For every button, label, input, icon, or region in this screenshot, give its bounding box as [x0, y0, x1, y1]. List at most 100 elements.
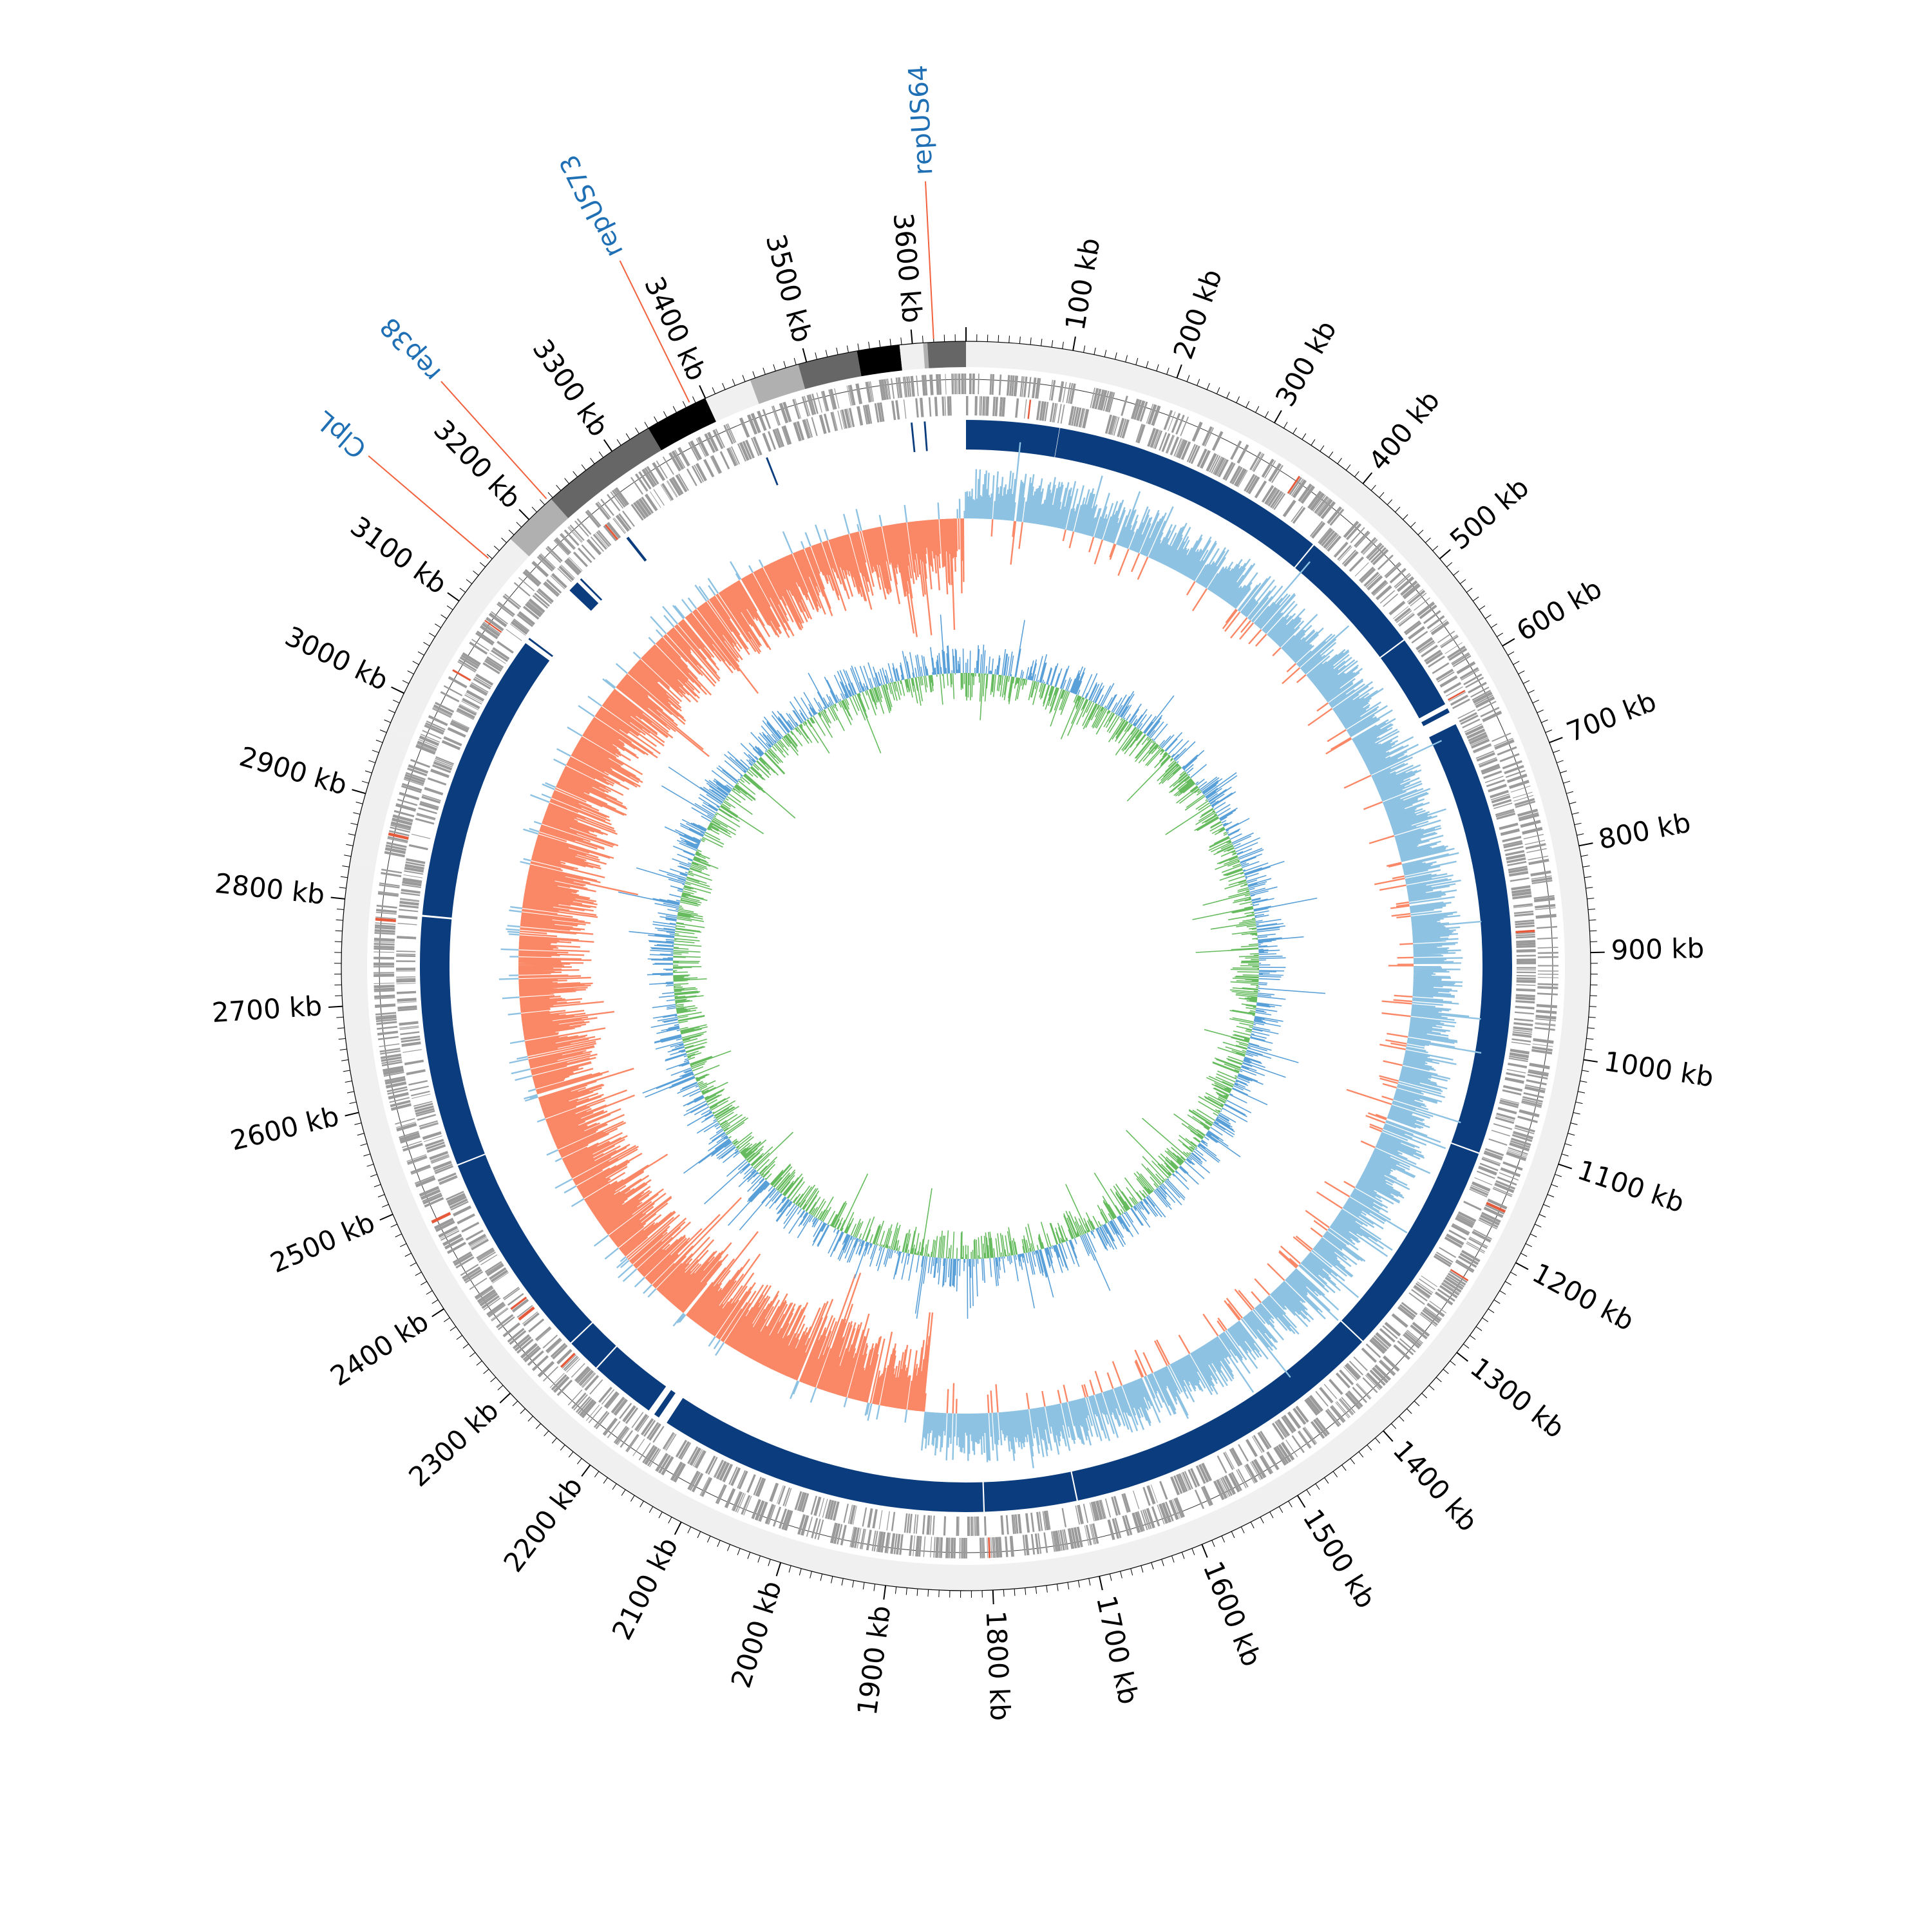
minor-tick	[440, 614, 448, 620]
minor-tick	[520, 1408, 526, 1414]
gene-feature	[520, 1343, 538, 1359]
tick-label: 3200 kb	[428, 413, 527, 515]
gene-feature	[502, 1287, 520, 1300]
gene-feature	[1515, 1124, 1535, 1133]
gene-feature	[1462, 718, 1481, 728]
gene-feature	[1334, 542, 1349, 558]
gene-feature	[1319, 1387, 1334, 1404]
minor-tick	[1315, 1483, 1320, 1490]
gene-feature	[374, 982, 395, 985]
minor-tick	[1545, 729, 1553, 733]
gene-feature	[1190, 1468, 1200, 1487]
gene-feature	[1365, 1374, 1381, 1390]
gene-feature	[1261, 485, 1274, 503]
gene-feature	[1504, 846, 1524, 852]
gene-feature	[829, 1501, 837, 1520]
gene-feature	[401, 892, 421, 896]
gene-feature	[854, 1527, 860, 1548]
gene-feature	[1057, 404, 1062, 424]
gene-feature	[460, 1264, 479, 1276]
minor-tick	[339, 1048, 347, 1050]
gene-feature	[426, 720, 446, 730]
gene-feature	[800, 1515, 810, 1536]
ideogram-segment	[750, 364, 806, 404]
gene-feature	[1384, 1321, 1401, 1337]
gene-feature	[726, 448, 737, 467]
gene-feature	[1168, 1499, 1179, 1520]
gene-feature	[1336, 1401, 1350, 1417]
gene-feature	[1365, 1343, 1381, 1358]
gene-feature	[1278, 1443, 1292, 1463]
gene-feature	[377, 1026, 398, 1030]
minor-tick	[697, 1531, 701, 1539]
gene-feature	[779, 402, 789, 424]
gene-feature	[1397, 612, 1414, 625]
gene-feature	[1491, 795, 1511, 804]
gene-feature	[557, 567, 573, 583]
gene-feature	[655, 1452, 668, 1472]
gene-feature	[1513, 1132, 1533, 1140]
gene-feature	[1525, 843, 1546, 850]
gene-feature	[481, 622, 500, 637]
gene-feature	[1506, 857, 1526, 864]
gene-feature	[374, 938, 395, 942]
gene-feature	[486, 1302, 505, 1316]
gene-feature	[1124, 1515, 1133, 1535]
gene-feature	[824, 1499, 832, 1519]
gene-feature	[1013, 1514, 1017, 1534]
minor-tick	[393, 699, 400, 703]
gene-feature	[1451, 1224, 1470, 1236]
gene-feature	[950, 1537, 954, 1558]
gene-feature	[1537, 965, 1559, 967]
gene-feature	[604, 524, 619, 540]
gene-feature	[904, 376, 908, 397]
minor-tick	[535, 1423, 542, 1429]
major-tick	[1578, 842, 1593, 847]
minor-tick	[462, 1343, 469, 1349]
gene-feature	[1402, 583, 1419, 598]
gene-feature	[662, 1432, 675, 1450]
gene-feature	[1415, 1282, 1432, 1296]
gene-feature	[381, 1059, 402, 1065]
minor-tick	[355, 801, 363, 804]
gene-feature	[1537, 987, 1558, 990]
gene-feature	[797, 1492, 804, 1511]
gene-feature	[819, 414, 827, 434]
gene-feature	[482, 662, 500, 675]
gene-feature	[1483, 1206, 1504, 1218]
gene-feature	[491, 649, 508, 662]
gene-feature	[400, 898, 420, 902]
gene-feature	[1442, 1282, 1460, 1294]
gene-feature	[989, 374, 992, 395]
gene-feature	[755, 1477, 764, 1497]
gene-feature	[1314, 496, 1328, 513]
gene-feature	[404, 776, 424, 785]
gene-feature	[1170, 436, 1180, 456]
gene-feature	[884, 379, 889, 400]
gene-feature	[781, 1509, 790, 1530]
gene-feature	[1481, 1211, 1501, 1224]
gene-feature	[902, 377, 906, 398]
gene-feature	[757, 410, 767, 431]
minor-tick	[868, 341, 870, 349]
minor-tick	[889, 339, 891, 346]
minor-tick	[1354, 471, 1359, 477]
gene-feature	[713, 1459, 723, 1477]
gene-feature	[403, 779, 424, 786]
minor-tick	[1491, 623, 1497, 629]
minor-tick	[1269, 1511, 1274, 1519]
minor-tick	[625, 433, 630, 440]
minor-tick	[598, 451, 604, 458]
gene-feature	[753, 1477, 762, 1495]
minor-tick	[635, 427, 639, 434]
gene-feature	[712, 429, 724, 450]
minor-tick	[1522, 680, 1530, 684]
gene-feature	[1211, 455, 1221, 474]
gene-feature	[899, 1534, 904, 1555]
minor-tick	[1240, 1526, 1245, 1533]
gene-feature	[1337, 545, 1352, 561]
gene-feature	[1182, 1472, 1191, 1491]
tick-label: 800 kb	[1596, 806, 1693, 855]
gene-feature	[1075, 407, 1082, 427]
minor-tick	[1306, 1489, 1311, 1496]
